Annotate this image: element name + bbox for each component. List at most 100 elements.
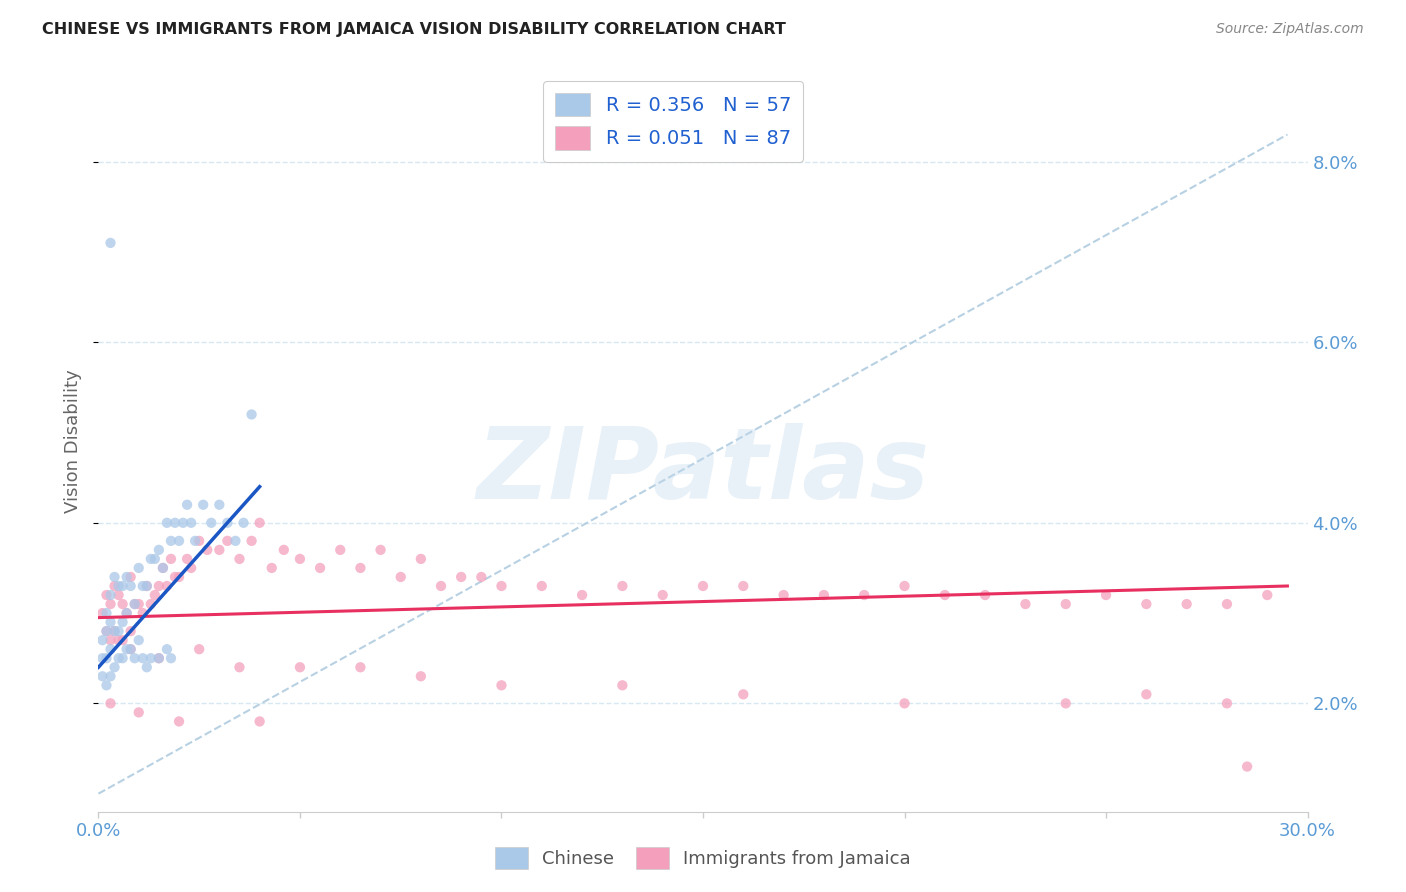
Point — [107, 588, 129, 602]
Point — [124, 651, 146, 665]
Point — [148, 542, 170, 557]
Point — [208, 498, 231, 512]
Text: Source: ZipAtlas.com: Source: ZipAtlas.com — [1216, 22, 1364, 37]
Point — [152, 561, 174, 575]
Point — [148, 651, 170, 665]
Point — [107, 633, 129, 648]
Point — [96, 606, 118, 620]
Point — [651, 588, 673, 602]
Point — [163, 570, 186, 584]
Point — [143, 588, 166, 602]
Point — [124, 597, 146, 611]
Point — [193, 498, 215, 512]
Point — [370, 542, 392, 557]
Point — [450, 570, 472, 584]
Point — [135, 579, 157, 593]
Point — [1014, 597, 1036, 611]
Point — [188, 642, 211, 657]
Point — [100, 669, 122, 683]
Point — [167, 714, 190, 729]
Point — [91, 606, 114, 620]
Point — [288, 660, 311, 674]
Point — [893, 579, 915, 593]
Point — [288, 552, 311, 566]
Point — [100, 235, 122, 250]
Point — [200, 516, 222, 530]
Point — [139, 651, 162, 665]
Point — [135, 660, 157, 674]
Point — [96, 624, 118, 639]
Point — [107, 579, 129, 593]
Point — [128, 706, 150, 720]
Point — [1054, 597, 1077, 611]
Point — [135, 579, 157, 593]
Point — [91, 651, 114, 665]
Point — [217, 533, 239, 548]
Point — [132, 606, 155, 620]
Point — [107, 624, 129, 639]
Point — [1135, 687, 1157, 701]
Point — [111, 651, 134, 665]
Point — [733, 579, 755, 593]
Point — [148, 579, 170, 593]
Legend: Chinese, Immigrants from Jamaica: Chinese, Immigrants from Jamaica — [486, 838, 920, 879]
Point — [430, 579, 453, 593]
Point — [103, 660, 125, 674]
Point — [228, 660, 250, 674]
Point — [571, 588, 593, 602]
Point — [143, 552, 166, 566]
Point — [240, 408, 263, 422]
Point — [120, 642, 142, 657]
Point — [491, 579, 513, 593]
Point — [100, 642, 122, 657]
Point — [120, 624, 142, 639]
Point — [409, 669, 432, 683]
Point — [1236, 759, 1258, 773]
Point — [188, 533, 211, 548]
Point — [1216, 597, 1239, 611]
Point — [1095, 588, 1118, 602]
Legend: R = 0.356   N = 57, R = 0.051   N = 87: R = 0.356 N = 57, R = 0.051 N = 87 — [544, 81, 803, 161]
Point — [100, 633, 122, 648]
Point — [329, 542, 352, 557]
Point — [103, 579, 125, 593]
Point — [1054, 697, 1077, 711]
Point — [249, 516, 271, 530]
Point — [156, 579, 179, 593]
Point — [107, 651, 129, 665]
Point — [103, 624, 125, 639]
Point — [176, 552, 198, 566]
Point — [232, 516, 254, 530]
Point — [409, 552, 432, 566]
Point — [228, 552, 250, 566]
Text: ZIPatlas: ZIPatlas — [477, 423, 929, 520]
Point — [217, 516, 239, 530]
Point — [260, 561, 283, 575]
Point — [139, 552, 162, 566]
Point — [111, 597, 134, 611]
Point — [491, 678, 513, 692]
Y-axis label: Vision Disability: Vision Disability — [65, 369, 83, 514]
Point — [389, 570, 412, 584]
Point — [160, 552, 183, 566]
Point — [100, 615, 122, 629]
Point — [132, 579, 155, 593]
Point — [115, 606, 138, 620]
Point — [167, 570, 190, 584]
Point — [309, 561, 332, 575]
Point — [853, 588, 876, 602]
Point — [115, 606, 138, 620]
Point — [180, 561, 202, 575]
Point — [184, 533, 207, 548]
Point — [692, 579, 714, 593]
Point — [115, 642, 138, 657]
Point — [1256, 588, 1278, 602]
Point — [156, 516, 179, 530]
Point — [148, 651, 170, 665]
Point — [96, 588, 118, 602]
Point — [128, 561, 150, 575]
Point — [176, 498, 198, 512]
Point — [163, 516, 186, 530]
Point — [115, 570, 138, 584]
Point — [349, 660, 371, 674]
